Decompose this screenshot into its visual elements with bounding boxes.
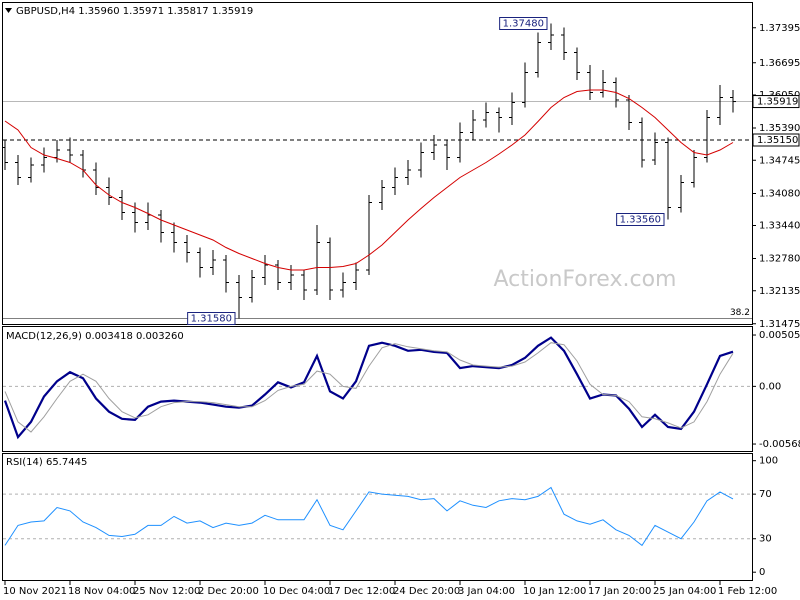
x-tick-label: 10 Dec 04:00 <box>263 586 330 597</box>
y-tick-label: 30 <box>759 534 772 545</box>
x-tick-label: 25 Jan 04:00 <box>653 586 716 597</box>
y-tick-label: 0 <box>759 567 765 578</box>
series-line <box>4 342 734 433</box>
annotation-label: 1.33560 <box>620 215 661 226</box>
panel-title: MACD(12,26,9) 0.003418 0.003260 <box>6 331 184 342</box>
annotation-label: 1.37480 <box>503 19 544 30</box>
y-tick-label: 1.36695 <box>759 58 800 69</box>
price-panel-frame <box>2 2 753 325</box>
watermark: ActionForex.com <box>494 267 677 292</box>
x-tick-label: 24 Dec 20:00 <box>393 586 460 597</box>
y-tick-label: 0.00 <box>759 381 781 392</box>
x-tick-label: 10 Nov 2021 <box>3 586 67 597</box>
y-tick-label: 1.33440 <box>759 221 800 232</box>
price-label: 1.35919 <box>757 97 798 108</box>
price-label-box <box>752 133 800 147</box>
y-tick-label: 1.32135 <box>759 286 800 297</box>
y-tick-label: 100 <box>759 456 778 467</box>
x-tick-label: 10 Jan 12:00 <box>523 586 586 597</box>
chart-title: GBPUSD,H4 1.35960 1.35971 1.35817 1.3591… <box>16 6 253 17</box>
y-tick-label: 1.32780 <box>759 254 800 265</box>
x-tick-label: 25 Nov 12:00 <box>133 586 200 597</box>
x-tick-label: 18 Nov 04:00 <box>68 586 135 597</box>
x-tick-label: 17 Dec 12:00 <box>328 586 395 597</box>
x-tick-label: 1 Feb 12:00 <box>718 586 777 597</box>
annotation-box <box>499 17 548 30</box>
annotation-label: 1.31580 <box>191 314 232 325</box>
x-tick-label: 3 Jan 04:00 <box>458 586 515 597</box>
y-tick-label: 1.37395 <box>759 23 800 34</box>
collapse-icon <box>5 8 12 13</box>
price-label-box <box>752 95 800 109</box>
macd-panel-frame <box>2 326 753 452</box>
price-label: 1.35150 <box>757 135 798 146</box>
moving-average <box>4 89 734 271</box>
y-tick-label: 70 <box>759 489 772 500</box>
y-tick-label: 0.005058 <box>759 330 800 341</box>
y-tick-label: -0.005682 <box>759 439 800 450</box>
series-line <box>4 486 734 547</box>
x-tick-label: 2 Dec 20:00 <box>198 586 259 597</box>
y-tick-label: 1.34745 <box>759 155 800 166</box>
annotation-box <box>616 213 665 226</box>
y-tick-label: 1.35390 <box>759 123 800 134</box>
fib-label: 38.2 <box>730 308 750 318</box>
y-tick-label: 1.31475 <box>759 319 800 330</box>
panel-title: RSI(14) 65.7445 <box>6 457 87 468</box>
annotation-box <box>187 312 236 325</box>
y-tick-label: 1.34080 <box>759 189 800 200</box>
x-tick-label: 17 Jan 20:00 <box>588 586 651 597</box>
rsi-panel-frame <box>2 453 753 581</box>
